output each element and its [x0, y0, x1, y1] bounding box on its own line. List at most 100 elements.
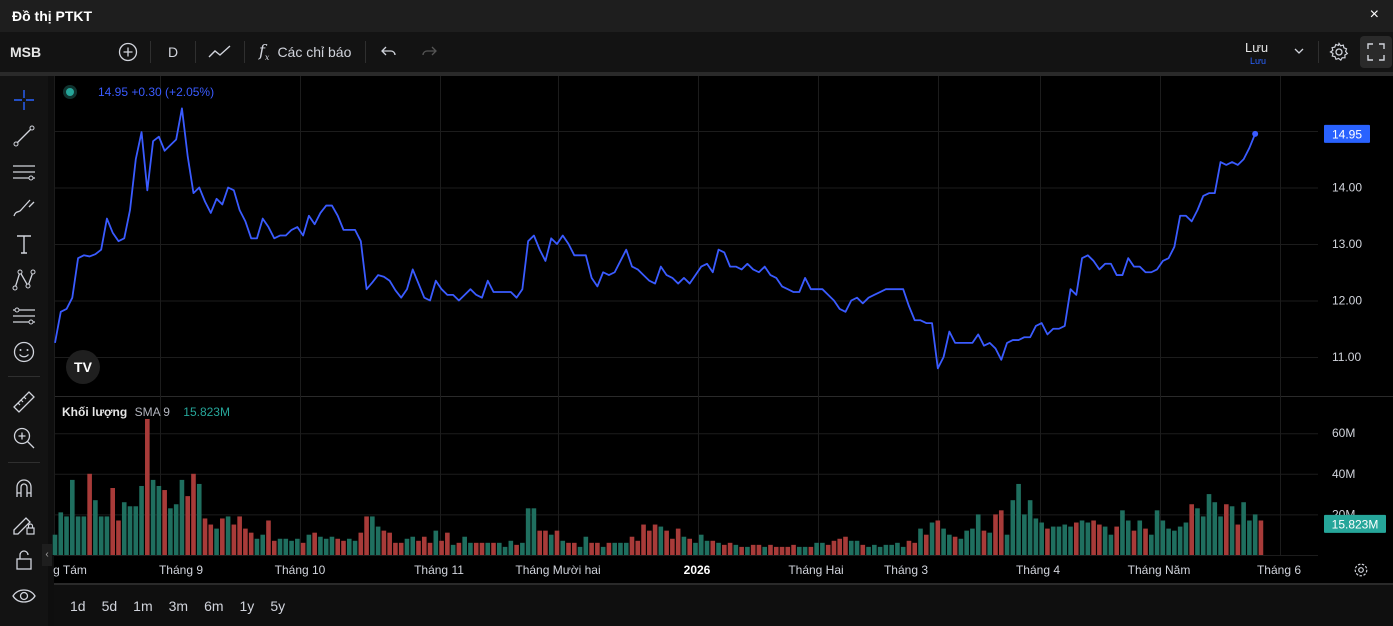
volume-bar	[1212, 502, 1218, 555]
range-1m[interactable]: 1m	[133, 597, 153, 614]
volume-bar	[1068, 526, 1073, 555]
range-5y[interactable]: 5y	[270, 597, 286, 614]
range-1d[interactable]: 1d	[70, 597, 86, 614]
volume-bar	[208, 524, 214, 555]
line-chart-icon[interactable]	[204, 38, 236, 66]
time-axis-label: 2026	[684, 563, 711, 577]
volume-bar	[277, 538, 283, 555]
last-volume-badge	[1324, 514, 1386, 533]
redo-icon[interactable]	[414, 38, 444, 66]
volume-bar	[185, 496, 191, 555]
volume-bar	[1102, 526, 1108, 555]
crosshair-icon[interactable]	[8, 84, 40, 116]
horizontal-lines-icon[interactable]	[8, 156, 40, 188]
volume-bar	[421, 536, 427, 555]
volume-bar	[1016, 483, 1021, 555]
close-icon[interactable]: ×	[1369, 6, 1379, 23]
volume-bar	[1062, 524, 1068, 555]
status-dot	[66, 88, 74, 96]
volume-bar	[716, 542, 721, 555]
volume-bar	[998, 510, 1004, 555]
eye-icon[interactable]	[8, 580, 40, 612]
gear-icon[interactable]	[1325, 38, 1353, 66]
volume-bar	[1160, 520, 1166, 555]
magnet-icon[interactable]	[8, 472, 40, 504]
time-axis-label: Tháng Năm	[1128, 563, 1191, 577]
volume-bar	[577, 546, 583, 555]
volume-bar	[733, 544, 739, 555]
time-axis-label: Tháng 11	[414, 563, 464, 577]
volume-bar	[1154, 510, 1160, 555]
brush-icon[interactable]	[8, 192, 40, 224]
measure-lines-icon[interactable]	[8, 300, 40, 332]
range-3m[interactable]: 3m	[168, 597, 189, 614]
volume-bar	[214, 528, 219, 555]
volume-bar	[854, 540, 860, 555]
text-icon[interactable]	[8, 228, 40, 260]
volume-bar	[479, 542, 485, 555]
time-axis-label: Tháng 3	[884, 563, 928, 577]
trend-line-icon[interactable]	[8, 120, 40, 152]
lock-icon[interactable]	[8, 544, 40, 576]
pattern-icon[interactable]	[8, 264, 40, 296]
volume-legend-sma: SMA 9	[134, 405, 170, 419]
volume-bar	[404, 538, 410, 555]
save-button[interactable]: Lưu Lưu	[1232, 38, 1312, 68]
volume-bar	[104, 516, 110, 555]
volume-bar	[260, 534, 266, 555]
volume-bar	[1200, 516, 1206, 555]
top-toolbar: MSB D fx Các chỉ báo Lưu Lưu	[0, 32, 1393, 72]
volume-bar	[1229, 506, 1235, 555]
volume-bar	[1033, 518, 1039, 555]
symbol-label[interactable]: MSB	[10, 44, 42, 60]
volume-bar	[820, 542, 825, 555]
volume-bar	[525, 508, 531, 555]
undo-icon[interactable]	[374, 38, 404, 66]
chevron-down-icon[interactable]	[1294, 44, 1304, 58]
title-bar: Đồ thị PTKT ×	[0, 0, 1393, 32]
volume-bar	[1114, 526, 1119, 555]
emoji-icon[interactable]	[8, 336, 40, 368]
tradingview-logo[interactable]: TV	[66, 350, 100, 384]
volume-bar	[300, 542, 306, 555]
volume-bar	[906, 540, 912, 555]
volume-bar	[468, 542, 473, 555]
volume-bar	[762, 546, 768, 555]
ruler-icon[interactable]	[8, 386, 40, 418]
volume-bar	[548, 534, 554, 555]
interval-button[interactable]: D	[167, 44, 179, 60]
zoom-in-icon[interactable]	[8, 422, 40, 454]
volume-bar	[110, 488, 115, 555]
volume-bar	[1149, 534, 1154, 555]
volume-bar	[220, 518, 225, 555]
axis-settings-icon[interactable]	[1354, 563, 1368, 577]
volume-bar	[1125, 520, 1131, 555]
volume-bar	[964, 530, 969, 555]
fullscreen-icon[interactable]	[1360, 36, 1392, 68]
volume-legend-name: Khối lượng	[62, 405, 128, 419]
volume-bar	[975, 514, 981, 555]
collapse-toolbar-button[interactable]: ‹	[42, 544, 52, 566]
indicators-button[interactable]: fx Các chỉ báo	[253, 38, 357, 66]
range-6m[interactable]: 6m	[204, 597, 224, 614]
last-price-dot	[1252, 130, 1259, 137]
volume-bar	[935, 520, 941, 555]
volume-bar	[589, 542, 594, 555]
volume-bar	[364, 516, 369, 555]
volume-bar	[1108, 534, 1114, 555]
volume-bar	[837, 538, 843, 555]
volume-bar	[808, 546, 814, 555]
volume-bar	[566, 542, 571, 555]
range-1y[interactable]: 1y	[239, 597, 255, 614]
lock-pencil-icon[interactable]	[8, 508, 40, 540]
volume-bar	[952, 536, 958, 555]
volume-bar	[825, 544, 831, 555]
volume-bar	[531, 508, 537, 555]
range-5d[interactable]: 5d	[101, 597, 118, 614]
plus-circle-icon[interactable]	[114, 38, 142, 66]
volume-bar	[502, 546, 508, 555]
price-tick-label: 14.00	[1332, 181, 1362, 195]
volume-bar	[1218, 516, 1223, 555]
volume-bar	[670, 538, 675, 555]
